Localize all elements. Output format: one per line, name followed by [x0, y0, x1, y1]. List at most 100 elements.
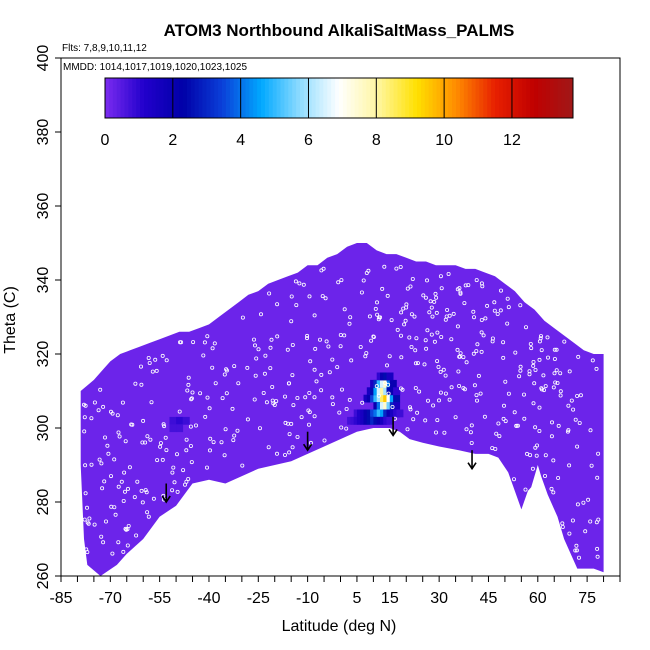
sample-marker — [413, 361, 418, 366]
sample-marker — [533, 445, 538, 450]
sample-marker — [469, 423, 474, 428]
sample-marker — [222, 453, 227, 458]
colorbar-swatch — [491, 78, 496, 118]
sample-marker — [182, 482, 187, 487]
sample-marker — [578, 393, 583, 398]
heatmap-cells — [169, 372, 404, 433]
sample-marker — [574, 548, 579, 553]
sample-marker — [330, 395, 335, 400]
sample-marker — [175, 489, 180, 494]
colorbar-swatch — [339, 78, 344, 118]
arrow-head — [302, 443, 313, 452]
sample-marker — [513, 350, 518, 355]
sample-marker — [537, 405, 542, 410]
sample-marker — [376, 317, 381, 322]
sample-marker — [348, 315, 353, 320]
colorbar-swatch — [420, 78, 426, 118]
sample-marker — [262, 371, 267, 376]
colorbar-swatch — [105, 78, 110, 118]
sample-marker — [404, 302, 409, 307]
sample-marker — [283, 420, 288, 425]
sample-marker — [377, 315, 382, 320]
colorbar: 0 2 4 6 8 10 12 — [101, 77, 574, 149]
colorbar-swatch — [257, 78, 262, 118]
colorbar-swatch — [108, 78, 114, 118]
sample-marker — [462, 387, 467, 392]
colorbar-swatch — [541, 78, 547, 118]
sample-marker — [545, 335, 550, 340]
arrow-head — [161, 495, 171, 504]
sample-marker — [432, 339, 437, 344]
sample-marker — [324, 339, 329, 344]
sample-marker — [123, 526, 128, 531]
sample-marker — [189, 396, 194, 401]
sample-marker — [256, 347, 261, 352]
colorbar-swatch — [467, 78, 473, 118]
sample-marker — [435, 359, 440, 364]
sample-marker — [501, 340, 506, 345]
sample-marker — [369, 338, 374, 343]
sample-marker — [162, 424, 167, 429]
sample-marker — [271, 401, 276, 406]
colorbar-swatch — [128, 78, 133, 118]
colorbar-swatch — [393, 78, 398, 118]
sample-marker — [522, 392, 527, 397]
sample-marker — [161, 422, 166, 427]
sample-marker — [181, 468, 186, 473]
sample-marker — [153, 357, 158, 362]
sample-marker — [371, 334, 376, 339]
sample-marker — [436, 364, 441, 369]
sample-marker — [423, 338, 428, 343]
sample-marker — [495, 311, 500, 316]
sample-marker — [164, 358, 169, 363]
colorbar-swatch — [233, 78, 239, 118]
sample-marker — [431, 403, 436, 408]
sample-marker — [553, 380, 558, 385]
colorbar-swatch — [479, 78, 484, 118]
colorbar-swatch — [518, 78, 523, 118]
colorbar-swatch — [405, 78, 410, 118]
y-tick-label: 260 — [35, 563, 52, 590]
sample-marker — [232, 364, 237, 369]
heatmap-cell — [169, 416, 177, 425]
x-tick-label: 75 — [578, 590, 596, 607]
sample-marker — [411, 417, 416, 422]
sample-marker — [188, 443, 193, 448]
sample-marker — [358, 344, 363, 349]
colorbar-swatch — [335, 78, 340, 118]
sample-marker — [449, 385, 454, 390]
sample-marker — [286, 381, 291, 386]
sample-marker — [245, 365, 250, 370]
sample-marker — [299, 415, 304, 420]
sample-marker — [313, 346, 318, 351]
sample-marker — [263, 353, 268, 358]
sample-marker — [297, 281, 302, 286]
sample-marker — [442, 430, 447, 435]
sample-marker — [529, 346, 534, 351]
sample-marker — [148, 437, 153, 442]
sample-marker — [439, 286, 444, 291]
sample-marker — [109, 504, 114, 509]
sample-marker — [528, 341, 533, 346]
colorbar-swatch — [409, 78, 414, 118]
sample-marker — [464, 360, 469, 365]
sample-marker — [268, 345, 273, 350]
sample-marker — [289, 421, 294, 426]
colorbar-swatch — [132, 78, 137, 118]
sample-marker — [133, 381, 138, 386]
sample-marker — [451, 311, 456, 316]
sample-marker — [385, 293, 390, 298]
sample-marker — [549, 486, 554, 491]
colorbar-tick-label: 6 — [304, 132, 313, 149]
sample-marker — [338, 344, 343, 349]
sample-marker — [421, 293, 426, 298]
colorbar-tick-label: 4 — [236, 132, 245, 149]
sample-marker — [360, 400, 365, 405]
heatmap-cell — [393, 387, 401, 396]
heatmap-cell — [386, 372, 394, 381]
colorbar-swatch — [557, 78, 562, 118]
colorbar-tick-label: 12 — [503, 132, 521, 149]
sample-marker — [446, 271, 451, 276]
sample-marker — [145, 434, 150, 439]
sample-marker — [121, 549, 126, 554]
